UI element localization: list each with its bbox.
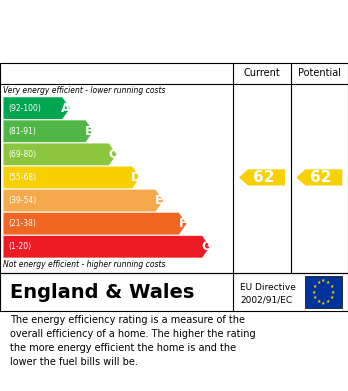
Text: ★: ★ (313, 295, 317, 300)
Text: B: B (85, 125, 94, 138)
Text: A: A (61, 102, 71, 115)
Text: ★: ★ (326, 280, 330, 285)
Text: ★: ★ (313, 284, 317, 289)
Polygon shape (3, 97, 70, 119)
Polygon shape (3, 143, 117, 165)
Text: Energy Efficiency Rating: Energy Efficiency Rating (10, 41, 220, 57)
Text: ★: ★ (321, 278, 325, 283)
Text: ★: ★ (326, 300, 330, 304)
Polygon shape (3, 236, 210, 258)
Text: Very energy efficient - lower running costs: Very energy efficient - lower running co… (3, 86, 166, 95)
Text: Potential: Potential (298, 68, 341, 79)
Text: ★: ★ (316, 300, 321, 304)
Text: The energy efficiency rating is a measure of the
overall efficiency of a home. T: The energy efficiency rating is a measur… (10, 315, 256, 367)
Text: 62: 62 (253, 170, 275, 185)
Text: Current: Current (244, 68, 280, 79)
Polygon shape (3, 120, 93, 142)
Polygon shape (3, 213, 187, 235)
Text: C: C (108, 148, 117, 161)
Text: (69-80): (69-80) (9, 150, 37, 159)
Text: F: F (179, 217, 187, 230)
Text: (92-100): (92-100) (9, 104, 41, 113)
Text: England & Wales: England & Wales (10, 283, 195, 301)
Text: G: G (201, 240, 211, 253)
Text: ★: ★ (330, 284, 334, 289)
Bar (304, 276, 342, 308)
Text: ★: ★ (321, 301, 325, 306)
Text: (55-68): (55-68) (9, 173, 37, 182)
Text: 2002/91/EC: 2002/91/EC (240, 296, 292, 305)
Text: (1-20): (1-20) (9, 242, 32, 251)
Text: EU Directive: EU Directive (240, 283, 296, 292)
Text: ★: ★ (331, 289, 335, 294)
Text: D: D (131, 171, 141, 184)
Text: Not energy efficient - higher running costs: Not energy efficient - higher running co… (3, 260, 166, 269)
Text: E: E (155, 194, 164, 207)
Text: (39-54): (39-54) (9, 196, 37, 205)
Polygon shape (3, 190, 163, 212)
Polygon shape (296, 169, 342, 186)
Polygon shape (239, 169, 285, 186)
Text: (81-91): (81-91) (9, 127, 37, 136)
Text: 62: 62 (310, 170, 332, 185)
Polygon shape (3, 167, 140, 188)
Text: ★: ★ (330, 295, 334, 300)
Text: ★: ★ (316, 280, 321, 285)
Text: (21-38): (21-38) (9, 219, 37, 228)
Text: ★: ★ (311, 289, 316, 294)
